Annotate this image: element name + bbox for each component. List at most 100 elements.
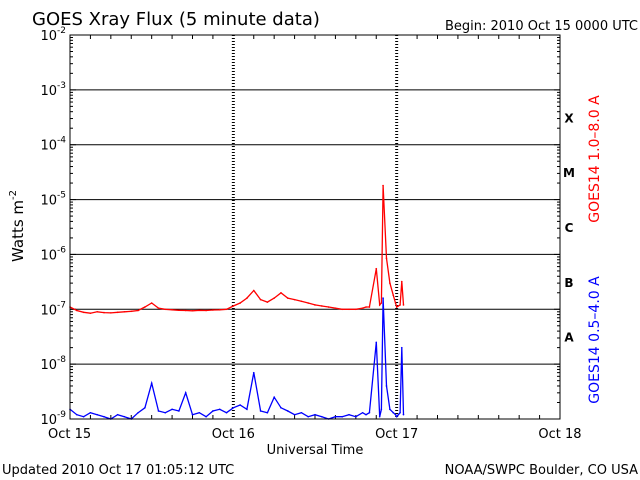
data-point: [293, 298, 296, 301]
data-point: [103, 415, 105, 418]
data-point: [307, 415, 309, 418]
data-point: [314, 413, 316, 416]
data-point: [198, 309, 201, 312]
y-tick-base: 10: [40, 29, 57, 44]
data-point: [171, 408, 173, 411]
data-point: [76, 309, 78, 312]
data-point: [382, 297, 384, 299]
data-point: [171, 308, 173, 311]
y-tick-label: 10-7: [40, 300, 66, 318]
data-point: [334, 307, 337, 309]
series-lines: [69, 184, 405, 420]
y-tick-exp: -8: [57, 355, 66, 365]
data-point: [385, 385, 388, 387]
data-point: [300, 300, 303, 303]
data-point: [314, 304, 316, 306]
x-tick-label: Oct 16: [212, 427, 255, 442]
y-tick-base: 10: [40, 413, 57, 428]
data-point: [150, 382, 153, 384]
data-point: [184, 309, 187, 312]
x-tick-label: Oct 17: [375, 427, 418, 442]
data-point: [191, 309, 194, 312]
data-point: [266, 411, 269, 414]
data-point: [239, 302, 241, 304]
x-tick-label: Oct 15: [48, 427, 91, 442]
data-point: [378, 304, 381, 306]
data-point: [184, 392, 187, 394]
data-point: [375, 267, 378, 270]
data-point: [116, 311, 119, 314]
plot-frame: [69, 34, 561, 420]
data-point: [89, 312, 92, 314]
flare-class-labels: X M C B A: [563, 111, 575, 344]
data-point: [96, 310, 99, 313]
data-point: [361, 307, 364, 309]
data-point: [327, 306, 330, 308]
data-point: [280, 291, 282, 294]
flare-class-label: A: [564, 331, 574, 345]
data-point: [380, 408, 383, 411]
x-tick-labels: Oct 15 Oct 16 Oct 17 Oct 18: [48, 427, 582, 442]
data-point: [246, 297, 248, 299]
data-point: [82, 415, 85, 418]
data-point: [286, 297, 289, 299]
y-tick-label: 10-3: [40, 81, 66, 99]
y-axis-label: Watts m-2: [8, 190, 27, 262]
data-point: [205, 309, 207, 312]
data-point: [144, 306, 146, 308]
data-point: [157, 410, 160, 412]
data-point: [389, 408, 391, 411]
data-point: [218, 308, 221, 311]
data-point: [368, 411, 371, 414]
data-point: [355, 308, 357, 311]
data-point: [375, 341, 378, 344]
data-point: [380, 302, 383, 304]
y-tick-base: 10: [40, 358, 57, 373]
data-point: [103, 311, 105, 314]
data-point: [246, 408, 248, 411]
data-point: [150, 302, 153, 304]
data-point: [280, 407, 282, 409]
data-point: [76, 413, 78, 416]
x-tick-label: Oct 18: [538, 427, 581, 442]
data-point: [259, 410, 262, 412]
legend-entry-long: GOES14 1.0–8.0 A: [587, 95, 603, 223]
data-point: [123, 415, 126, 418]
data-point: [137, 309, 139, 312]
data-point: [266, 301, 269, 303]
data-point: [400, 346, 403, 349]
data-point: [157, 307, 160, 309]
data-point: [392, 411, 395, 414]
data-point: [259, 298, 262, 301]
data-point: [178, 309, 180, 312]
data-point: [225, 308, 228, 311]
data-point: [402, 304, 405, 306]
y-tick-label: 10-6: [40, 245, 66, 263]
y-tick-exp: -5: [57, 191, 66, 201]
series-line-short: [69, 298, 405, 420]
data-point: [273, 396, 275, 398]
flare-class-label: C: [565, 221, 574, 235]
y-tick-base: 10: [40, 139, 57, 154]
data-point: [273, 297, 275, 299]
data-point: [397, 413, 400, 416]
data-point: [392, 294, 395, 297]
y-axis-label-exp: -2: [8, 190, 19, 200]
y-tick-labels: 10-910-810-710-610-510-410-310-2: [40, 26, 66, 428]
legend-entry-short: GOES14 0.5–4.0 A: [587, 276, 603, 404]
y-tick-exp: -7: [57, 300, 66, 310]
data-point: [348, 413, 350, 416]
data-point: [341, 308, 344, 311]
data-point: [394, 302, 397, 304]
data-point: [218, 408, 221, 411]
y-tick-label: 10-8: [40, 355, 66, 373]
data-point: [361, 411, 364, 414]
data-point: [89, 411, 92, 414]
data-point: [400, 280, 403, 283]
data-point: [365, 306, 367, 308]
data-point: [82, 311, 85, 314]
data-point: [116, 413, 119, 416]
data-point: [389, 282, 391, 284]
y-tick-base: 10: [40, 84, 57, 99]
